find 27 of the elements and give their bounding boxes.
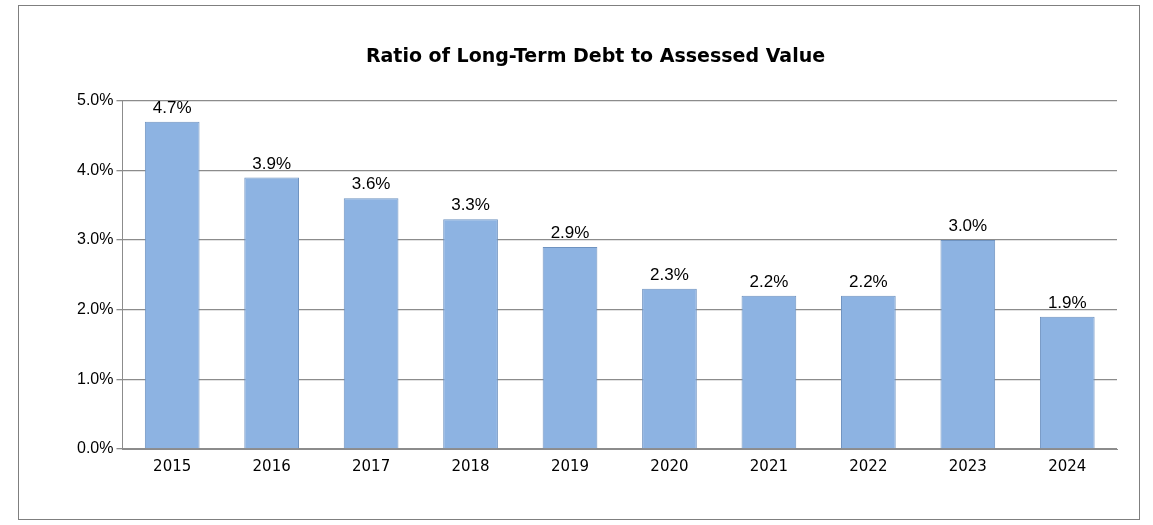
x-tick-label: 2021 <box>749 456 789 475</box>
x-tick-label: 2020 <box>650 456 689 475</box>
x-tick-label: 2023 <box>948 456 987 475</box>
y-tick-label: 3.0% <box>77 230 114 248</box>
y-tick-label: 4.0% <box>77 160 114 178</box>
data-label: 2.9% <box>550 223 590 243</box>
x-tick-label: 2016 <box>252 456 291 475</box>
x-tick-label: 2022 <box>849 456 888 475</box>
data-label: 4.7% <box>152 97 192 117</box>
y-tick-label: 2.0% <box>77 300 114 318</box>
x-tick-label: 2019 <box>550 456 590 475</box>
data-label: 3.6% <box>351 174 391 194</box>
x-tick-label: 2018 <box>451 456 490 475</box>
x-tick-label: 2024 <box>1048 456 1087 475</box>
data-label: 2.2% <box>749 271 789 291</box>
y-tick-label: 5.0% <box>77 91 114 109</box>
data-label: 3.3% <box>451 195 490 215</box>
data-label: 3.9% <box>252 153 292 173</box>
x-tick-label: 2017 <box>352 456 391 475</box>
y-tick-label: 1.0% <box>77 369 114 387</box>
data-label: 2.2% <box>848 271 888 291</box>
data-label: 1.9% <box>1047 292 1087 312</box>
y-tick-label: 0.0% <box>77 439 114 457</box>
data-label: 2.3% <box>650 265 689 285</box>
data-label: 3.0% <box>948 216 988 236</box>
chart-title: Ratio of Long-Term Debt to Assessed Value <box>365 44 826 67</box>
x-tick-label: 2015 <box>153 456 192 475</box>
